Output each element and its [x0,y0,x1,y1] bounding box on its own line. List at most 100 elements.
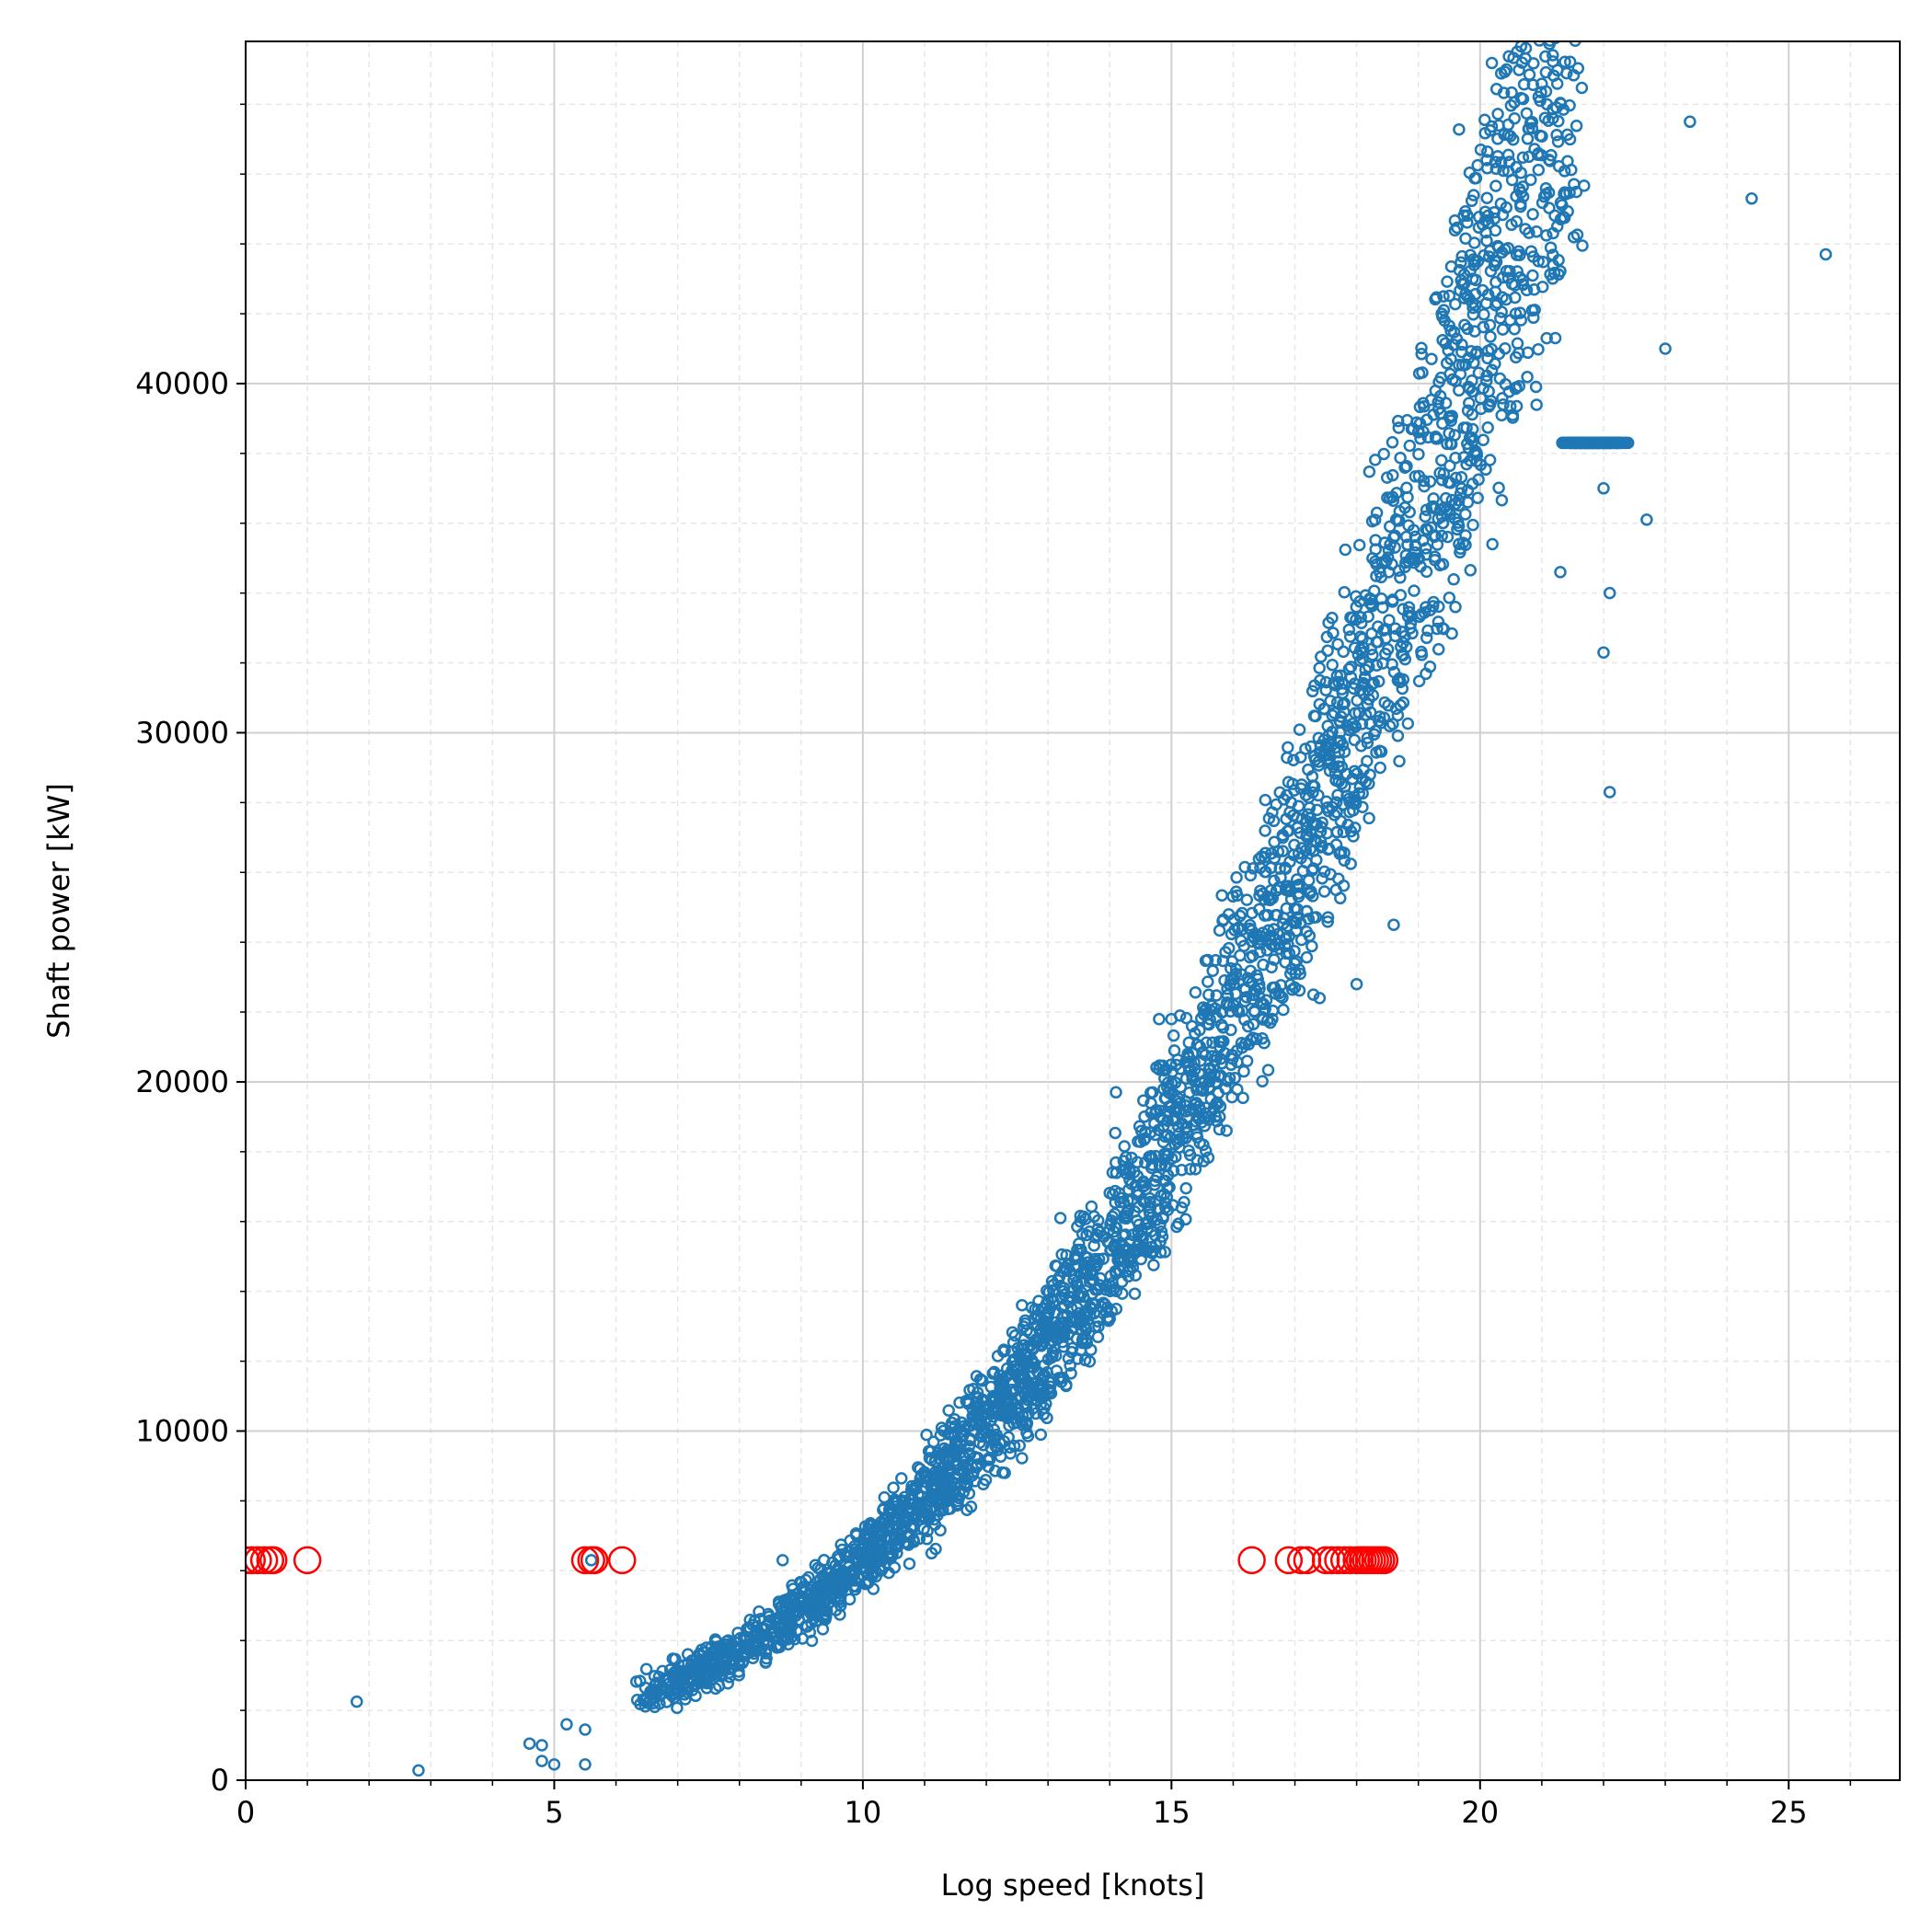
data-point [1489,357,1501,371]
data-point [1556,199,1569,212]
data-point [1474,143,1488,156]
data-point [1229,962,1243,976]
data-point [1551,135,1565,148]
data-point [1417,474,1431,488]
data-point [1640,513,1653,526]
data-point [1059,1260,1073,1274]
flagged-point [607,1546,637,1575]
data-point [997,1380,1010,1393]
data-point [1180,1126,1193,1140]
data-point [1521,132,1535,145]
data-point [1329,774,1342,787]
data-point [1110,1247,1123,1260]
data-point [1160,1190,1174,1203]
data-point [1453,122,1466,136]
data-point [1178,1195,1190,1209]
data-point [1193,1136,1206,1150]
data-point [1394,675,1407,689]
y-axis: 0 10000 20000 30000 40000 [135,103,246,1798]
data-point [1467,236,1481,249]
data-point [1575,81,1589,95]
data-point [776,1554,789,1567]
data-point [1318,744,1331,757]
data-point [1238,1013,1251,1027]
data-point [1241,1019,1255,1033]
data-point [1011,1407,1025,1420]
data-point [1351,694,1363,707]
data-point [1073,1311,1086,1325]
data-point [1337,825,1351,839]
data-point [996,1466,1009,1479]
data-point [1459,205,1472,218]
data-point [1202,1081,1215,1094]
data-point [857,1561,869,1574]
data-point [676,1679,689,1692]
x-tick-label: 20 [1461,1795,1499,1830]
data-point [967,1466,980,1479]
data-point [1409,539,1422,552]
data-point [1538,111,1552,124]
data-point [1423,475,1437,489]
data-point [712,1679,726,1693]
data-point [1415,348,1428,361]
data-point [1540,229,1553,242]
data-point [1463,397,1476,409]
data-point [1393,754,1406,768]
data-point [977,1427,990,1441]
data-point [1527,282,1541,296]
data-point [1072,1288,1085,1301]
data-point [1235,934,1248,948]
data-point [1087,1210,1101,1224]
x-tick-label: 5 [545,1795,563,1830]
data-point [1071,1279,1085,1293]
series-flagged [246,1546,1399,1575]
data-point [1540,331,1553,345]
data-point [751,1636,764,1650]
data-point [1222,908,1236,921]
data-point [1260,1014,1274,1027]
data-point [1133,1244,1146,1258]
data-point [1304,884,1317,898]
data-point [1190,1038,1204,1052]
y-tick-label: 10000 [135,1413,229,1448]
data-point [1447,573,1460,586]
data-point [1036,1325,1049,1339]
data-point [1326,611,1339,625]
data-point [1138,1179,1151,1192]
data-point [1496,270,1510,284]
data-point [1109,1221,1121,1234]
data-point [1436,333,1449,347]
flagged-point [580,1546,609,1575]
data-point [896,1494,909,1507]
data-point [1478,113,1491,127]
data-point [1520,107,1534,120]
data-point [1532,255,1545,268]
data-point [875,1515,888,1529]
data-point [650,1685,663,1699]
data-point [934,1429,948,1442]
data-point [1120,1209,1133,1223]
data-point [1287,848,1300,862]
data-point [1516,151,1530,164]
data-point [790,1625,803,1638]
flagged-point [246,1546,272,1575]
data-point [1460,457,1473,471]
data-point [1411,426,1425,439]
data-point [1334,716,1347,729]
data-point [1451,523,1464,536]
data-point [1174,1080,1188,1094]
data-point [1308,679,1321,692]
data-point [1363,777,1375,790]
data-point [1496,323,1510,336]
data-point [1454,546,1466,559]
data-point [886,1521,899,1534]
data-point [760,1651,773,1665]
data-point [1420,631,1433,645]
data-point [1131,1185,1144,1199]
data-point [1377,711,1391,724]
data-point [1240,1054,1254,1067]
data-point [844,1534,857,1547]
data-point [1158,1130,1172,1144]
y-tick-label: 0 [211,1763,229,1798]
data-point [895,1472,908,1485]
